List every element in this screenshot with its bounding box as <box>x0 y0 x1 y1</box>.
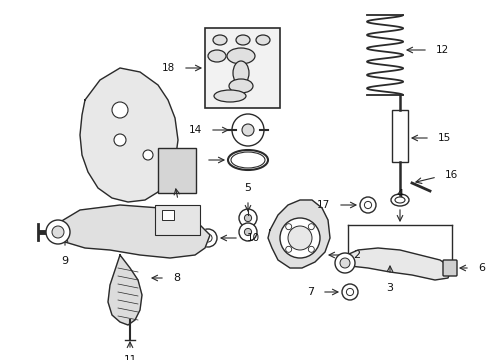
Circle shape <box>203 234 212 242</box>
Ellipse shape <box>228 79 252 93</box>
Ellipse shape <box>394 197 404 203</box>
Circle shape <box>280 218 319 258</box>
Ellipse shape <box>226 48 254 64</box>
Circle shape <box>307 246 314 252</box>
Circle shape <box>239 223 257 241</box>
Text: 3: 3 <box>386 283 393 293</box>
Text: 8: 8 <box>173 273 180 283</box>
Circle shape <box>244 215 251 222</box>
Circle shape <box>346 288 353 296</box>
Polygon shape <box>337 248 451 280</box>
Circle shape <box>339 258 349 268</box>
Ellipse shape <box>207 50 225 62</box>
Bar <box>158 148 196 193</box>
Ellipse shape <box>236 35 249 45</box>
Text: 11: 11 <box>123 355 136 360</box>
Circle shape <box>285 246 291 252</box>
Circle shape <box>307 224 314 230</box>
Circle shape <box>231 114 264 146</box>
Circle shape <box>334 253 354 273</box>
Circle shape <box>341 284 357 300</box>
Circle shape <box>114 134 126 146</box>
Text: 15: 15 <box>437 133 450 143</box>
Bar <box>204 28 280 108</box>
Text: 13: 13 <box>184 155 198 165</box>
Text: 10: 10 <box>246 233 260 243</box>
Ellipse shape <box>232 61 248 85</box>
Polygon shape <box>80 68 178 202</box>
Bar <box>391 110 407 162</box>
Text: 17: 17 <box>316 200 329 210</box>
Text: 14: 14 <box>188 125 202 135</box>
Circle shape <box>244 228 251 235</box>
Ellipse shape <box>214 90 245 102</box>
Circle shape <box>239 209 257 227</box>
Polygon shape <box>108 255 142 325</box>
FancyBboxPatch shape <box>442 260 456 276</box>
Ellipse shape <box>256 35 269 45</box>
Circle shape <box>242 124 253 136</box>
Circle shape <box>142 150 153 160</box>
Ellipse shape <box>227 150 267 170</box>
Text: 12: 12 <box>435 45 448 55</box>
Text: 2: 2 <box>352 250 359 260</box>
Circle shape <box>199 229 217 247</box>
Polygon shape <box>48 205 209 258</box>
Circle shape <box>285 224 291 230</box>
Ellipse shape <box>213 35 226 45</box>
Text: 4: 4 <box>396 189 403 199</box>
Ellipse shape <box>390 194 408 206</box>
Circle shape <box>46 220 70 244</box>
Circle shape <box>112 102 128 118</box>
Polygon shape <box>267 200 329 268</box>
Text: 5: 5 <box>244 183 251 193</box>
Ellipse shape <box>230 152 264 168</box>
Text: 9: 9 <box>61 256 68 266</box>
Text: 6: 6 <box>477 263 484 273</box>
Circle shape <box>359 197 375 213</box>
Text: 18: 18 <box>162 63 175 73</box>
Circle shape <box>364 201 371 208</box>
Circle shape <box>52 226 64 238</box>
Text: 7: 7 <box>306 287 313 297</box>
Text: 16: 16 <box>444 170 457 180</box>
Text: 1: 1 <box>174 208 181 218</box>
Bar <box>155 205 200 235</box>
Bar <box>162 210 174 220</box>
Circle shape <box>287 226 311 250</box>
